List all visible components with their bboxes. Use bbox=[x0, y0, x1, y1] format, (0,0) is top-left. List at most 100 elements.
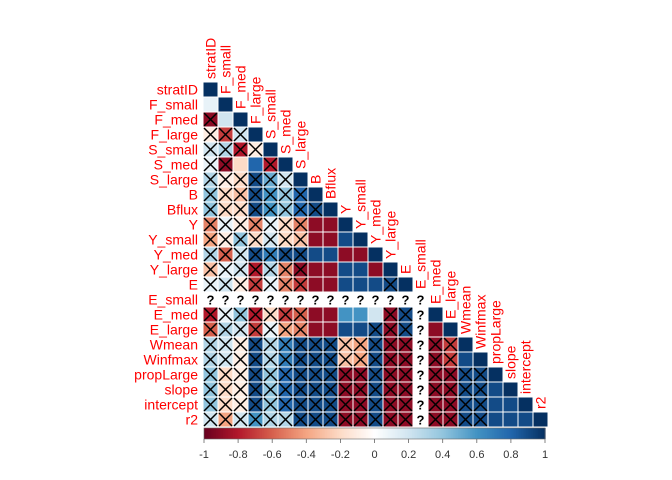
insignificant-cross bbox=[368, 382, 383, 397]
insignificant-cross bbox=[248, 382, 263, 397]
corr-cell bbox=[367, 306, 384, 323]
column-label: r2 bbox=[533, 396, 549, 409]
missing-cell-mark: ? bbox=[297, 293, 305, 308]
missing-cell-mark: ? bbox=[417, 293, 425, 308]
missing-cell-mark: ? bbox=[417, 368, 425, 383]
colorbar-segment bbox=[374, 428, 377, 439]
insignificant-cross bbox=[473, 397, 488, 412]
colorbar-segment bbox=[464, 428, 468, 439]
missing-cell-mark: ? bbox=[267, 293, 275, 308]
colorbar-segment bbox=[345, 428, 348, 439]
insignificant-cross bbox=[278, 247, 293, 262]
insignificant-cross bbox=[338, 367, 353, 382]
insignificant-cross bbox=[263, 322, 278, 337]
insignificant-cross bbox=[383, 277, 398, 292]
insignificant-cross bbox=[443, 352, 458, 367]
colorbar-segment bbox=[442, 428, 446, 439]
corr-cell bbox=[427, 306, 444, 323]
missing-cell-mark: ? bbox=[372, 293, 380, 308]
colorbar-segment bbox=[446, 428, 449, 439]
corr-cell bbox=[337, 231, 354, 248]
colorbar-segment bbox=[456, 428, 459, 439]
missing-cell-mark: ? bbox=[417, 413, 425, 428]
insignificant-cross bbox=[293, 187, 308, 202]
colorbar-segment bbox=[275, 428, 278, 439]
insignificant-cross bbox=[233, 397, 248, 412]
insignificant-cross bbox=[263, 307, 278, 322]
insignificant-cross bbox=[203, 157, 218, 172]
insignificant-cross bbox=[203, 112, 218, 127]
colorbar-segment bbox=[527, 428, 531, 439]
corr-cell bbox=[322, 321, 339, 338]
colorbar-segment bbox=[492, 428, 495, 439]
insignificant-cross bbox=[248, 202, 263, 217]
row-label: E_small bbox=[148, 292, 198, 308]
colorbar-segment bbox=[543, 428, 546, 439]
colorbar-segment bbox=[251, 428, 255, 439]
corr-cell bbox=[532, 411, 549, 428]
row-label: S_small bbox=[148, 142, 198, 158]
column-label: F_large bbox=[248, 76, 264, 124]
colorbar-segment bbox=[238, 428, 241, 439]
insignificant-cross bbox=[428, 397, 443, 412]
insignificant-cross bbox=[233, 127, 248, 142]
insignificant-cross bbox=[203, 337, 218, 352]
corr-cell bbox=[352, 306, 369, 323]
insignificant-cross bbox=[353, 352, 368, 367]
insignificant-cross bbox=[278, 217, 293, 232]
colorbar-tick-label: 0.2 bbox=[401, 449, 416, 461]
insignificant-cross bbox=[233, 307, 248, 322]
colorbar-segment bbox=[439, 428, 442, 439]
colorbar-segment bbox=[493, 428, 497, 439]
corr-cell bbox=[322, 216, 339, 233]
colorbar-segment bbox=[430, 428, 434, 439]
colorbar-segment bbox=[422, 428, 425, 439]
insignificant-cross bbox=[248, 277, 263, 292]
colorbar-segment bbox=[388, 428, 391, 439]
missing-cell-mark: ? bbox=[387, 293, 395, 308]
insignificant-cross bbox=[293, 367, 308, 382]
insignificant-cross bbox=[278, 187, 293, 202]
insignificant-cross bbox=[293, 382, 308, 397]
corr-cell bbox=[367, 246, 384, 263]
colorbar-segment bbox=[333, 428, 336, 439]
column-label: Bflux bbox=[323, 168, 339, 199]
insignificant-cross bbox=[383, 307, 398, 322]
colorbar-segment bbox=[372, 428, 376, 439]
colorbar-segment bbox=[534, 428, 538, 439]
corr-cell bbox=[277, 156, 294, 173]
colorbar-segment bbox=[340, 428, 343, 439]
colorbar-segment bbox=[490, 428, 493, 439]
insignificant-cross bbox=[203, 412, 218, 427]
insignificant-cross bbox=[248, 307, 263, 322]
colorbar-tick-label: 1 bbox=[542, 449, 548, 461]
insignificant-cross bbox=[458, 412, 473, 427]
colorbar-segment bbox=[357, 428, 360, 439]
insignificant-cross bbox=[293, 247, 308, 262]
insignificant-cross bbox=[278, 172, 293, 187]
insignificant-cross bbox=[458, 382, 473, 397]
colorbar-segment bbox=[236, 428, 239, 439]
missing-cell-mark: ? bbox=[207, 293, 215, 308]
column-label: slope bbox=[503, 345, 519, 379]
insignificant-cross bbox=[218, 172, 233, 187]
colorbar-segment bbox=[447, 428, 451, 439]
colorbar-segment bbox=[258, 428, 261, 439]
insignificant-cross bbox=[218, 187, 233, 202]
colorbar-segment bbox=[451, 428, 454, 439]
colorbar-segment bbox=[487, 428, 490, 439]
insignificant-cross bbox=[233, 247, 248, 262]
corr-cell bbox=[292, 171, 309, 188]
colorbar-segment bbox=[427, 428, 430, 439]
insignificant-cross bbox=[383, 322, 398, 337]
colorbar-segment bbox=[381, 428, 384, 439]
missing-value-marks: ??????????????????????? bbox=[207, 293, 425, 428]
colorbar-segment bbox=[241, 428, 244, 439]
insignificant-cross bbox=[308, 367, 323, 382]
colorbar-segment bbox=[273, 428, 277, 439]
corr-cell bbox=[232, 111, 249, 128]
row-label: F_small bbox=[149, 97, 198, 113]
corr-cell bbox=[382, 261, 399, 278]
insignificant-cross bbox=[203, 187, 218, 202]
column-label: E_large bbox=[443, 271, 459, 319]
